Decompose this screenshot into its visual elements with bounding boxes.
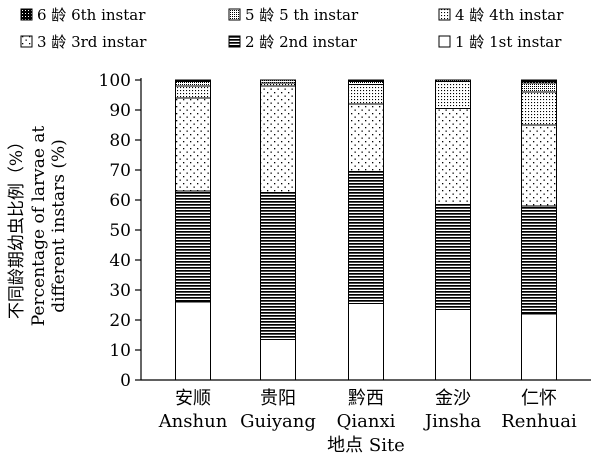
y-tick-label: 50 [109, 221, 131, 241]
y-axis-title-en-line1: Percentage of larvae at [29, 126, 49, 327]
y-tick-label: 20 [109, 311, 131, 331]
y-tick-label: 70 [109, 161, 131, 181]
y-tick-label: 10 [109, 341, 131, 361]
legend-item-5th-instar: 5 龄 5 th instar [228, 6, 359, 24]
x-tick-label-cn: 仁怀 [521, 388, 557, 409]
legend-label: 2 龄 2nd instar [245, 33, 358, 51]
bar-segment-2 [260, 192, 296, 340]
y-tick-label: 30 [109, 281, 131, 301]
legend-swatch-blank [438, 35, 451, 48]
bar-segment-5 [260, 79, 296, 84]
legend-label: 6 龄 6th instar [37, 6, 146, 24]
bars [175, 79, 557, 381]
x-tick-label-en: Qianxi [337, 411, 396, 432]
legend-label: 1 龄 1st instar [455, 33, 562, 51]
bar-segment-2 [521, 205, 557, 315]
bar-segment-1 [521, 313, 557, 381]
bar-segment-3 [435, 108, 471, 205]
y-tick-label: 60 [109, 191, 131, 211]
legend-item-4th-instar: 4 龄 4th instar [438, 6, 564, 24]
legend-item-1st-instar: 1 龄 1st instar [438, 33, 562, 51]
y-tick-label: 90 [109, 101, 131, 121]
bar-segment-3 [175, 97, 211, 192]
x-axis-title: 地点 Site [327, 435, 405, 456]
legend-item-2nd-instar: 2 龄 2nd instar [228, 33, 358, 51]
bar-segment-5 [435, 79, 471, 82]
x-tick-label-en: Jinsha [423, 411, 481, 432]
y-axis-title: 不同龄期幼虫比例（%） Percentage of larvae at diff… [7, 126, 69, 327]
bar-segment-6 [348, 79, 384, 82]
x-tick-label-en: Anshun [158, 411, 228, 432]
x-tick-label-cn: 贵阳 [260, 388, 296, 409]
y-tick-label: 100 [99, 71, 131, 91]
bar-segment-1 [435, 309, 471, 381]
bar-segment-4 [348, 84, 384, 105]
y-tick-label: 0 [120, 371, 131, 391]
legend-label: 3 龄 3rd instar [37, 33, 147, 51]
y-axis: 0 10 20 30 40 50 60 70 80 90 100 [99, 71, 142, 391]
bar-segment-5 [175, 81, 211, 87]
bar-segment-3 [521, 124, 557, 207]
y-axis-title-cn: 不同龄期幼虫比例（%） [7, 133, 27, 319]
legend-swatch-crosshatch [20, 8, 33, 21]
bar-segment-3 [348, 103, 384, 172]
bar-segment-2 [175, 190, 211, 303]
legend-label: 4 龄 4th instar [455, 6, 564, 24]
bar-segment-1 [348, 303, 384, 381]
legend-label: 5 龄 5 th instar [245, 6, 359, 24]
bar-segment-3 [260, 85, 296, 193]
x-tick-label-en: Renhuai [501, 411, 577, 432]
bar-segment-4 [435, 81, 471, 109]
bar-segment-1 [175, 301, 211, 381]
bar-segment-2 [435, 204, 471, 310]
legend-swatch-hstripes [228, 35, 241, 48]
bar-segment-6 [521, 79, 557, 84]
x-tick-label-cn: 安顺 [175, 388, 211, 409]
legend-swatch-dense-dots [228, 8, 241, 21]
y-axis-title-en-line2: different instars (%) [49, 139, 69, 313]
legend-swatch-dots [20, 35, 33, 48]
y-tick-label: 80 [109, 131, 131, 151]
bar-segment-4 [175, 85, 211, 99]
bar-segment-6 [175, 79, 211, 82]
y-tick-label: 40 [109, 251, 131, 271]
x-tick-label-cn: 金沙 [435, 388, 471, 409]
legend: 6 龄 6th instar 5 龄 5 th instar 4 龄 4th i… [20, 6, 564, 51]
bar-segment-5 [521, 82, 557, 93]
legend-item-6th-instar: 6 龄 6th instar [20, 6, 146, 24]
bar-segment-1 [260, 339, 296, 381]
bar-segment-2 [348, 171, 384, 304]
legend-item-3rd-instar: 3 龄 3rd instar [20, 33, 147, 51]
x-tick-label-en: Guiyang [240, 411, 316, 432]
legend-swatch-grid-dots [438, 8, 451, 21]
x-tick-label-cn: 黔西 [348, 388, 384, 409]
bar-segment-4 [521, 91, 557, 126]
